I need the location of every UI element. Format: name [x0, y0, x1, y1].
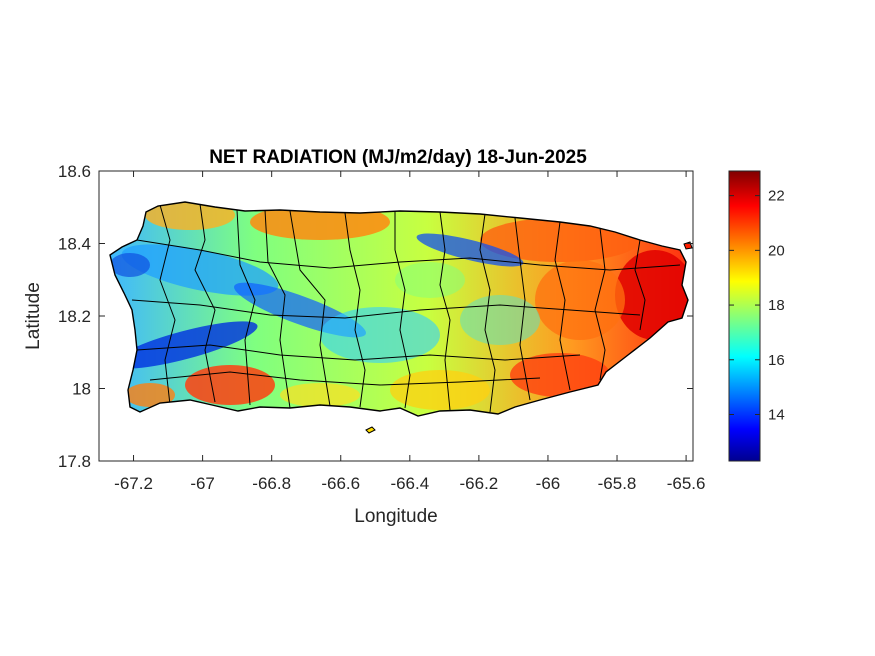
x-tick-label: -66.8	[252, 474, 291, 493]
radiation-region	[510, 353, 610, 397]
municipality-border	[479, 213, 496, 413]
municipality-border	[439, 211, 451, 411]
radiation-region	[125, 383, 175, 407]
radiation-region	[395, 262, 465, 298]
municipality-border	[394, 211, 411, 409]
y-tick-label: 18.6	[58, 162, 91, 181]
x-tick-label: -66.4	[390, 474, 429, 493]
municipality-border	[131, 299, 641, 319]
radiation-region	[121, 244, 279, 296]
municipality-border	[634, 239, 646, 331]
municipality-border	[136, 344, 581, 361]
radiation-region	[145, 202, 235, 230]
municipality-border	[289, 210, 331, 407]
x-tick-label: -66.2	[460, 474, 499, 493]
colorbar	[728, 170, 761, 462]
colorbar-ticks: 22 20 18 16 14	[729, 188, 785, 423]
map-heatmap	[109, 201, 693, 434]
x-tick-label: -65.6	[667, 474, 706, 493]
municipality-borders	[131, 203, 681, 413]
radiation-region	[615, 250, 688, 340]
y-tick-label: 17.8	[58, 452, 91, 471]
colorbar-tick-label: 18	[768, 297, 785, 314]
radiation-region	[320, 307, 440, 363]
radiation-region	[110, 253, 150, 277]
x-axis-label: Longitude	[354, 506, 437, 527]
municipality-border	[136, 239, 681, 271]
radiation-region	[185, 365, 275, 405]
x-axis-ticks: -67.2 -67 -66.8 -66.6 -66.4 -66.2 -66 -65.8 -65.…	[114, 171, 705, 493]
x-tick-label: -67.2	[114, 474, 153, 493]
chart-title: NET RADIATION (MJ/m2/day) 18-Jun-2025	[209, 147, 587, 168]
municipality-border	[236, 209, 256, 406]
municipality-border	[594, 227, 606, 381]
x-tick-label: -66.6	[321, 474, 360, 493]
municipality-border	[159, 204, 176, 406]
radiation-region	[390, 370, 490, 410]
radiation-region	[460, 295, 540, 345]
municipality-border	[344, 212, 366, 408]
x-tick-label: -67	[190, 474, 215, 493]
radiation-region	[535, 260, 625, 340]
radiation-region	[112, 321, 258, 369]
municipality-border	[149, 371, 541, 386]
island-outline	[109, 201, 689, 417]
colorbar-tick-label: 14	[768, 406, 785, 423]
municipality-border	[194, 203, 216, 403]
y-axis-ticks: 18.6 18.4 18.2 18 17.8	[58, 162, 693, 471]
y-tick-label: 18.4	[58, 235, 91, 254]
colorbar-tick-label: 16	[768, 352, 785, 369]
municipality-border	[264, 209, 291, 409]
radiation-region	[280, 383, 360, 407]
colorbar-tick-label: 22	[768, 188, 785, 205]
y-tick-label: 18.2	[58, 307, 91, 326]
radiation-region	[416, 233, 524, 267]
colorbar-tick-label: 20	[768, 242, 785, 259]
small-islet	[365, 426, 376, 434]
y-tick-label: 18	[72, 380, 91, 399]
municipality-border	[554, 221, 571, 391]
x-tick-label: -66	[536, 474, 561, 493]
y-axis-label: Latitude	[23, 282, 44, 350]
x-tick-label: -65.8	[598, 474, 637, 493]
municipality-border	[514, 217, 531, 401]
